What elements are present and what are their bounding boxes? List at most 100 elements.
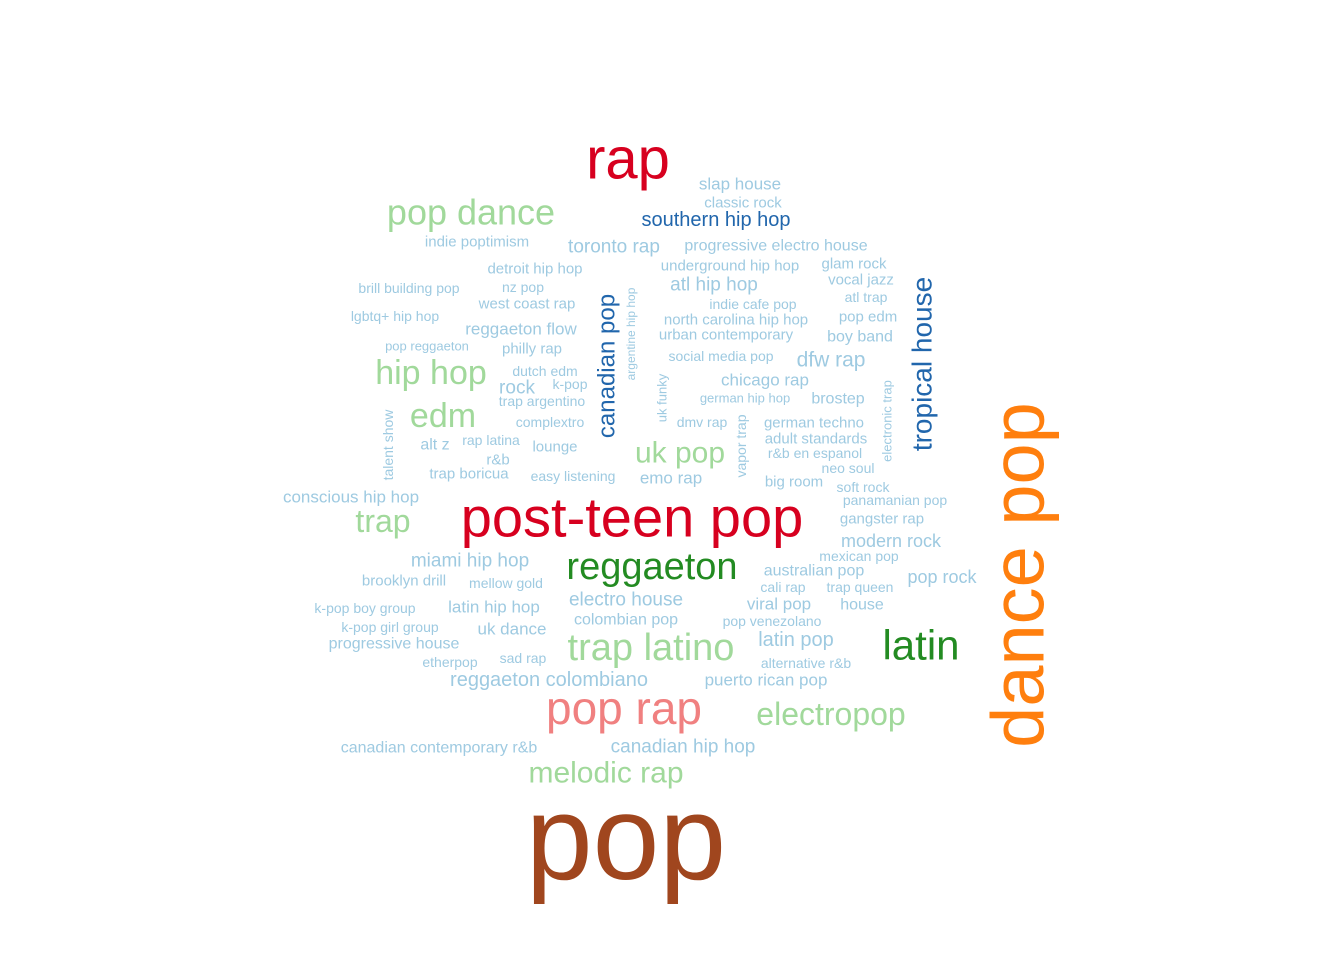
word-etherpop: etherpop xyxy=(422,654,477,670)
word-trap: trap xyxy=(355,503,410,539)
word-latin-pop: latin pop xyxy=(758,629,834,651)
word-trap-queen: trap queen xyxy=(827,579,894,595)
word-dance-pop: dance pop xyxy=(977,402,1060,748)
word-vapor-trap: vapor trap xyxy=(733,414,749,477)
word-boy-band: boy band xyxy=(827,329,893,346)
word-easy-listening: easy listening xyxy=(531,468,616,484)
word-puerto-rican-pop: puerto rican pop xyxy=(705,671,828,690)
word-underground-hip-hop: underground hip hop xyxy=(661,258,799,275)
word-nz-pop: nz pop xyxy=(502,279,544,295)
word-alternative-randb: alternative r&b xyxy=(761,655,851,671)
word-social-media-pop: social media pop xyxy=(668,348,773,364)
word-slap-house: slap house xyxy=(699,175,781,194)
word-pop: pop xyxy=(526,771,726,905)
word-emo-rap: emo rap xyxy=(640,469,702,488)
word-indie-cafe-pop: indie cafe pop xyxy=(709,296,796,312)
word-miami-hip-hop: miami hip hop xyxy=(411,551,529,572)
word-tropical-house: tropical house xyxy=(907,277,938,451)
word-complextro: complextro xyxy=(516,414,585,430)
word-mexican-pop: mexican pop xyxy=(819,548,899,564)
word-big-room: big room xyxy=(765,474,823,491)
word-dfw-rap: dfw rap xyxy=(797,349,866,372)
word-randb: r&b xyxy=(486,452,509,469)
word-talent-show: talent show xyxy=(380,409,396,481)
word-indie-poptimism: indie poptimism xyxy=(425,234,529,251)
word-k-pop: k-pop xyxy=(552,376,587,392)
word-vocal-jazz: vocal jazz xyxy=(828,272,894,289)
word-canadian-contemporary-randb: canadian contemporary r&b xyxy=(341,740,538,757)
word-gangster-rap: gangster rap xyxy=(840,511,924,528)
word-trap-latino: trap latino xyxy=(568,627,735,669)
word-electro-house: electro house xyxy=(569,590,683,611)
word-german-techno: german techno xyxy=(764,415,864,432)
word-reggaeton-colombiano: reggaeton colombiano xyxy=(450,669,648,691)
word-uk-funky: uk funky xyxy=(655,373,670,422)
word-rap: rap xyxy=(586,127,670,192)
word-k-pop-boy-group: k-pop boy group xyxy=(314,600,415,616)
word-soft-rock: soft rock xyxy=(837,479,891,495)
word-progressive-house: progressive house xyxy=(329,636,460,653)
word-urban-contemporary: urban contemporary xyxy=(659,327,794,344)
word-brill-building-pop: brill building pop xyxy=(358,280,459,296)
word-west-coast-rap: west coast rap xyxy=(478,296,576,313)
word-argentine-hip-hop: argentine hip hop xyxy=(624,287,638,380)
word-pop-rock: pop rock xyxy=(907,567,977,587)
word-reggaeton-flow: reggaeton flow xyxy=(465,320,577,339)
word-randb-en-espanol: r&b en espanol xyxy=(768,445,862,461)
word-pop-venezolano: pop venezolano xyxy=(723,613,822,629)
word-trap-argentino: trap argentino xyxy=(499,393,586,409)
word-neo-soul: neo soul xyxy=(822,460,875,476)
word-modern-rock: modern rock xyxy=(841,531,942,551)
word-atl-hip-hop: atl hip hop xyxy=(670,275,758,296)
word-mellow-gold: mellow gold xyxy=(469,575,543,591)
word-trap-boricua: trap boricua xyxy=(429,466,509,483)
word-pop-reggaeton: pop reggaeton xyxy=(385,339,469,354)
word-brostep: brostep xyxy=(811,391,864,408)
word-uk-dance: uk dance xyxy=(478,620,547,639)
word-house: house xyxy=(840,597,884,614)
word-sad-rap: sad rap xyxy=(500,650,547,666)
word-colombian-pop: colombian pop xyxy=(574,612,678,629)
word-adult-standards: adult standards xyxy=(765,431,868,448)
word-canadian-hip-hop: canadian hip hop xyxy=(611,737,756,758)
word-conscious-hip-hop: conscious hip hop xyxy=(283,488,419,507)
word-chicago-rap: chicago rap xyxy=(721,371,809,390)
word-glam-rock: glam rock xyxy=(821,256,887,273)
word-reggaeton: reggaeton xyxy=(566,546,737,588)
word-toronto-rap: toronto rap xyxy=(568,237,660,258)
word-atl-trap: atl trap xyxy=(845,289,888,305)
word-viral-pop: viral pop xyxy=(747,595,811,614)
word-cali-rap: cali rap xyxy=(760,579,805,595)
word-pop-rap: pop rap xyxy=(546,682,702,734)
word-german-hip-hop: german hip hop xyxy=(700,391,790,406)
word-philly-rap: philly rap xyxy=(502,341,562,358)
word-detroit-hip-hop: detroit hip hop xyxy=(487,261,582,278)
word-canadian-pop: canadian pop xyxy=(594,294,621,438)
word-latin: latin xyxy=(882,622,959,669)
word-electronic-trap: electronic trap xyxy=(880,380,895,462)
word-lgbtqplus-hip-hop: lgbtq+ hip hop xyxy=(351,308,440,324)
word-pop-dance: pop dance xyxy=(387,192,555,233)
word-north-carolina-hip-hop: north carolina hip hop xyxy=(664,312,808,329)
word-melodic-rap: melodic rap xyxy=(528,757,683,790)
word-lounge: lounge xyxy=(532,439,577,456)
word-k-pop-girl-group: k-pop girl group xyxy=(341,619,438,635)
word-uk-pop: uk pop xyxy=(635,437,725,470)
word-progressive-electro-house: progressive electro house xyxy=(684,238,867,255)
word-rock: rock xyxy=(499,378,535,399)
word-alt-z: alt z xyxy=(420,437,449,454)
word-panamanian-pop: panamanian pop xyxy=(843,492,948,508)
word-rap-latina: rap latina xyxy=(462,432,520,448)
word-edm: edm xyxy=(410,397,476,435)
word-classic-rock: classic rock xyxy=(704,195,782,212)
word-southern-hip-hop: southern hip hop xyxy=(641,209,790,231)
word-hip-hop: hip hop xyxy=(375,354,487,392)
word-dutch-edm: dutch edm xyxy=(512,363,577,379)
word-latin-hip-hop: latin hip hop xyxy=(448,598,540,617)
word-pop-edm: pop edm xyxy=(839,309,897,326)
word-brooklyn-drill: brooklyn drill xyxy=(362,573,446,590)
word-electropop: electropop xyxy=(756,696,905,732)
word-australian-pop: australian pop xyxy=(764,563,865,580)
word-dmv-rap: dmv rap xyxy=(677,414,728,430)
